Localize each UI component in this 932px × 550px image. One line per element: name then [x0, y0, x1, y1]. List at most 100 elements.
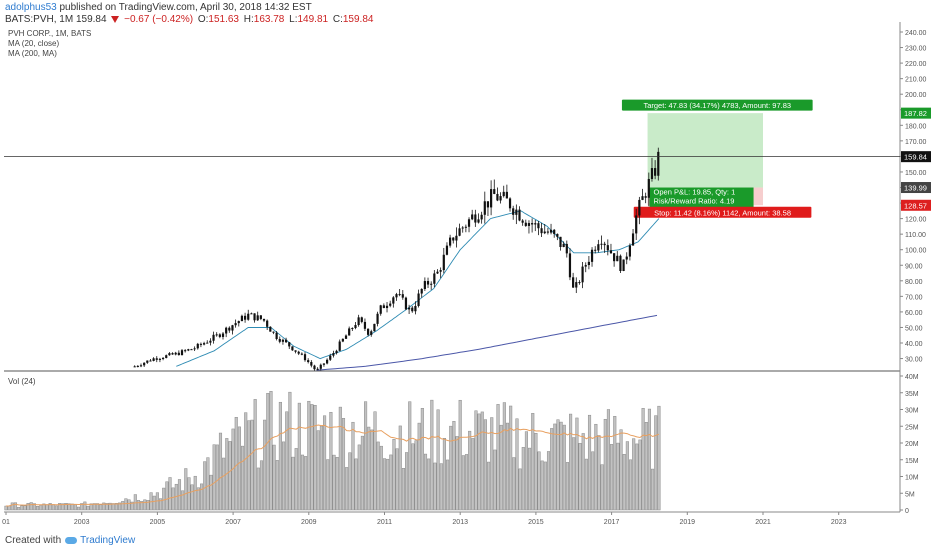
candle-body [597, 244, 600, 251]
candle-body [414, 305, 417, 312]
candle-body [531, 223, 534, 225]
volume-bar [76, 506, 81, 511]
candle-body [363, 321, 367, 329]
volume-bar [48, 503, 52, 511]
candle-body [540, 228, 543, 234]
volume-bar [335, 457, 339, 511]
volume-bar [297, 402, 301, 511]
candle-body [278, 339, 281, 342]
volume-bar [654, 415, 658, 511]
candle-body [259, 315, 262, 319]
candle-body [325, 359, 329, 364]
high-label: H: [243, 14, 254, 25]
time-tick-label: 2013 [452, 519, 468, 526]
volume-bar [256, 467, 260, 511]
price-tick-label: 90.00 [905, 263, 923, 270]
volume-bar [102, 502, 106, 511]
volume-bar [187, 477, 191, 511]
candle-body [385, 305, 389, 309]
candle-body [206, 342, 209, 344]
volume-layer [4, 391, 661, 511]
volume-bar [323, 415, 327, 511]
candles-layer [133, 147, 660, 371]
candle-body [584, 265, 587, 267]
tradingview-brand[interactable]: TradingView [80, 535, 136, 546]
candle-body [524, 222, 527, 226]
volume-bar [480, 411, 484, 511]
volume-bar [184, 468, 188, 511]
created-with: Created with [5, 535, 62, 546]
target-label: Target: 47.83 (34.17%) 4783, Amount: 97.… [643, 101, 791, 110]
author-link[interactable]: adolphus53 [5, 2, 57, 13]
volume-bar [275, 460, 279, 511]
volume-bar [452, 421, 456, 511]
candle-body [202, 343, 206, 345]
volume-bar [300, 454, 305, 511]
candle-body [430, 283, 433, 285]
pnl-box [649, 187, 754, 208]
candle-body [647, 178, 650, 198]
volume-bar [442, 438, 446, 511]
publish-line: adolphus53 published on TradingView.com,… [5, 2, 312, 13]
candle-body [461, 227, 464, 229]
volume-bar [471, 438, 475, 511]
candle-body [477, 219, 480, 223]
volume-bar [392, 439, 396, 511]
volume-bar [136, 500, 141, 511]
volume-bar [423, 453, 428, 511]
candle-body [512, 208, 515, 215]
candle-body [389, 303, 392, 306]
publish-info: published on TradingView.com, April 30, … [59, 2, 312, 13]
time-tick-label: 2015 [528, 519, 544, 526]
volume-bar [597, 435, 601, 511]
candle-body [486, 201, 490, 208]
candle-body [196, 343, 199, 349]
candle-body [483, 201, 486, 215]
candle-body [452, 237, 455, 241]
volume-bar [565, 462, 569, 511]
volume-bar [310, 404, 314, 511]
candle-body [243, 315, 247, 320]
volume-bar [458, 399, 462, 511]
candle-body [338, 341, 341, 351]
volume-bar [228, 441, 232, 511]
price-tick-label: 40.00 [905, 341, 923, 348]
volume-bar [143, 499, 147, 511]
candle-body [136, 365, 139, 367]
price-tick-label: 170.00 [905, 139, 927, 146]
candle-body [562, 243, 565, 248]
candle-body [590, 249, 594, 262]
candle-body [215, 334, 218, 336]
volume-bar [505, 422, 510, 511]
volume-tick-label: 0 [905, 508, 909, 515]
candle-body [284, 339, 288, 343]
volume-bar [111, 503, 115, 511]
candle-body [445, 245, 449, 255]
time-tick-label: 2007 [225, 519, 241, 526]
candle-body [171, 353, 174, 355]
chart-canvas[interactable]: Target: 47.83 (34.17%) 4783, Amount: 97.… [0, 22, 932, 530]
volume-bar [234, 417, 238, 511]
volume-bar [401, 468, 405, 511]
candle-body [568, 253, 572, 278]
volume-bar [206, 457, 210, 511]
volume-tick-label: 10M [905, 475, 919, 482]
price-tick-label: 180.00 [905, 123, 927, 130]
time-tick-label: 2011 [377, 519, 392, 526]
footer: Created with TradingView [5, 535, 135, 546]
frame [4, 22, 901, 513]
volume-bar [58, 503, 62, 511]
candle-body [149, 360, 152, 362]
volume-bar [159, 498, 163, 511]
candle-body [613, 253, 616, 262]
candle-body [382, 305, 385, 309]
volume-bar [67, 503, 71, 511]
position-tool[interactable]: Target: 47.83 (34.17%) 4783, Amount: 97.… [621, 99, 813, 218]
candle-body [184, 350, 187, 352]
volume-bar [209, 474, 213, 511]
candle-body [316, 368, 319, 370]
volume-bar [124, 498, 128, 511]
candle-body [228, 327, 231, 331]
volume-bar [518, 468, 522, 511]
tradingview-logo-icon [65, 536, 78, 544]
